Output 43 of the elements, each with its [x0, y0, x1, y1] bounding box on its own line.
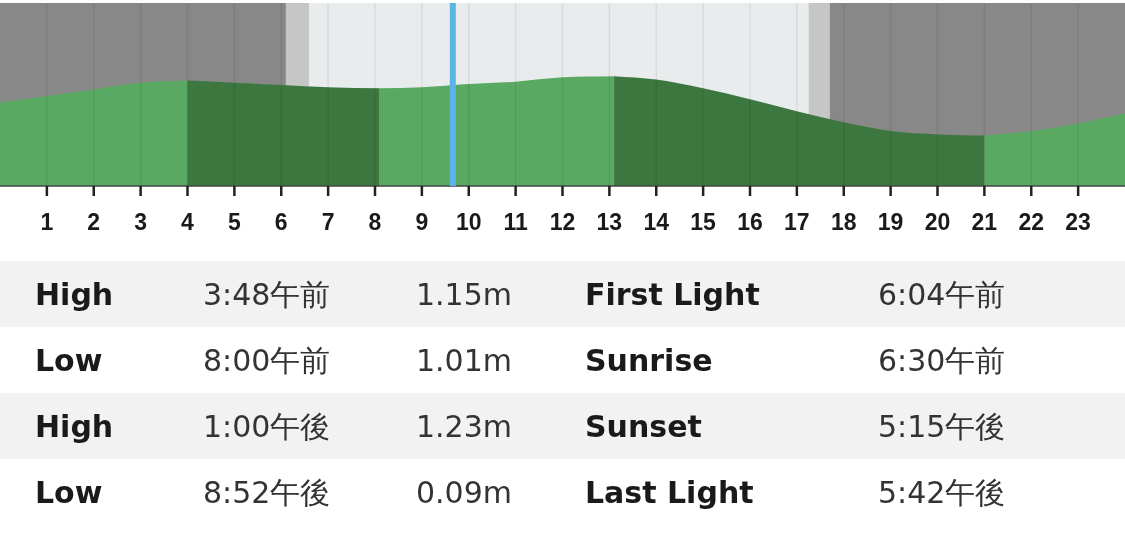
- x-tick-label: 15: [690, 209, 717, 235]
- text: 1.15m: [416, 277, 513, 312]
- text: 5:42午後: [878, 475, 1006, 510]
- x-tick-label: 2: [87, 209, 101, 235]
- text: Sunset: [585, 409, 702, 444]
- x-tick-label: 6: [274, 209, 288, 235]
- text: Sunrise: [585, 343, 713, 378]
- text: High: [35, 277, 114, 312]
- x-tick-label: 14: [643, 209, 670, 235]
- x-tick-label: 8: [368, 209, 382, 235]
- text: 3:48午前: [203, 277, 331, 312]
- x-tick-label: 12: [549, 209, 576, 235]
- x-tick-label: 7: [321, 209, 335, 235]
- x-tick-label: 23: [1065, 209, 1091, 235]
- x-tick-label: 22: [1018, 209, 1045, 235]
- x-tick-label: 20: [924, 209, 951, 235]
- x-tick-label: 4: [181, 209, 195, 235]
- x-tick-label: 10: [455, 209, 482, 235]
- text: 8:52午後: [203, 475, 331, 510]
- x-tick-label: 11: [503, 209, 528, 235]
- text: 6:04午前: [878, 277, 1006, 312]
- text: 6:30午前: [878, 343, 1006, 378]
- text: High: [35, 409, 114, 444]
- text: 8:00午前: [203, 343, 331, 378]
- x-tick-label: 5: [227, 209, 241, 235]
- x-tick-label: 17: [784, 209, 810, 235]
- x-tick-label: 21: [971, 209, 998, 235]
- text: Low: [35, 343, 103, 378]
- text: 1.23m: [416, 409, 513, 444]
- x-tick-label: 19: [877, 209, 904, 235]
- x-tick-label: 3: [134, 209, 148, 235]
- x-tick-label: 1: [40, 209, 54, 235]
- text: Low: [35, 475, 103, 510]
- x-tick-label: 13: [596, 209, 623, 235]
- x-tick-label: 9: [415, 209, 429, 235]
- x-tick-label: 16: [737, 209, 763, 235]
- text: 0.09m: [416, 475, 513, 510]
- text: 1.01m: [416, 343, 513, 378]
- text: 5:15午後: [878, 409, 1006, 444]
- text: First Light: [585, 277, 760, 312]
- text: 1:00午後: [203, 409, 331, 444]
- x-tick-label: 18: [830, 209, 857, 235]
- text: Last Light: [585, 475, 754, 510]
